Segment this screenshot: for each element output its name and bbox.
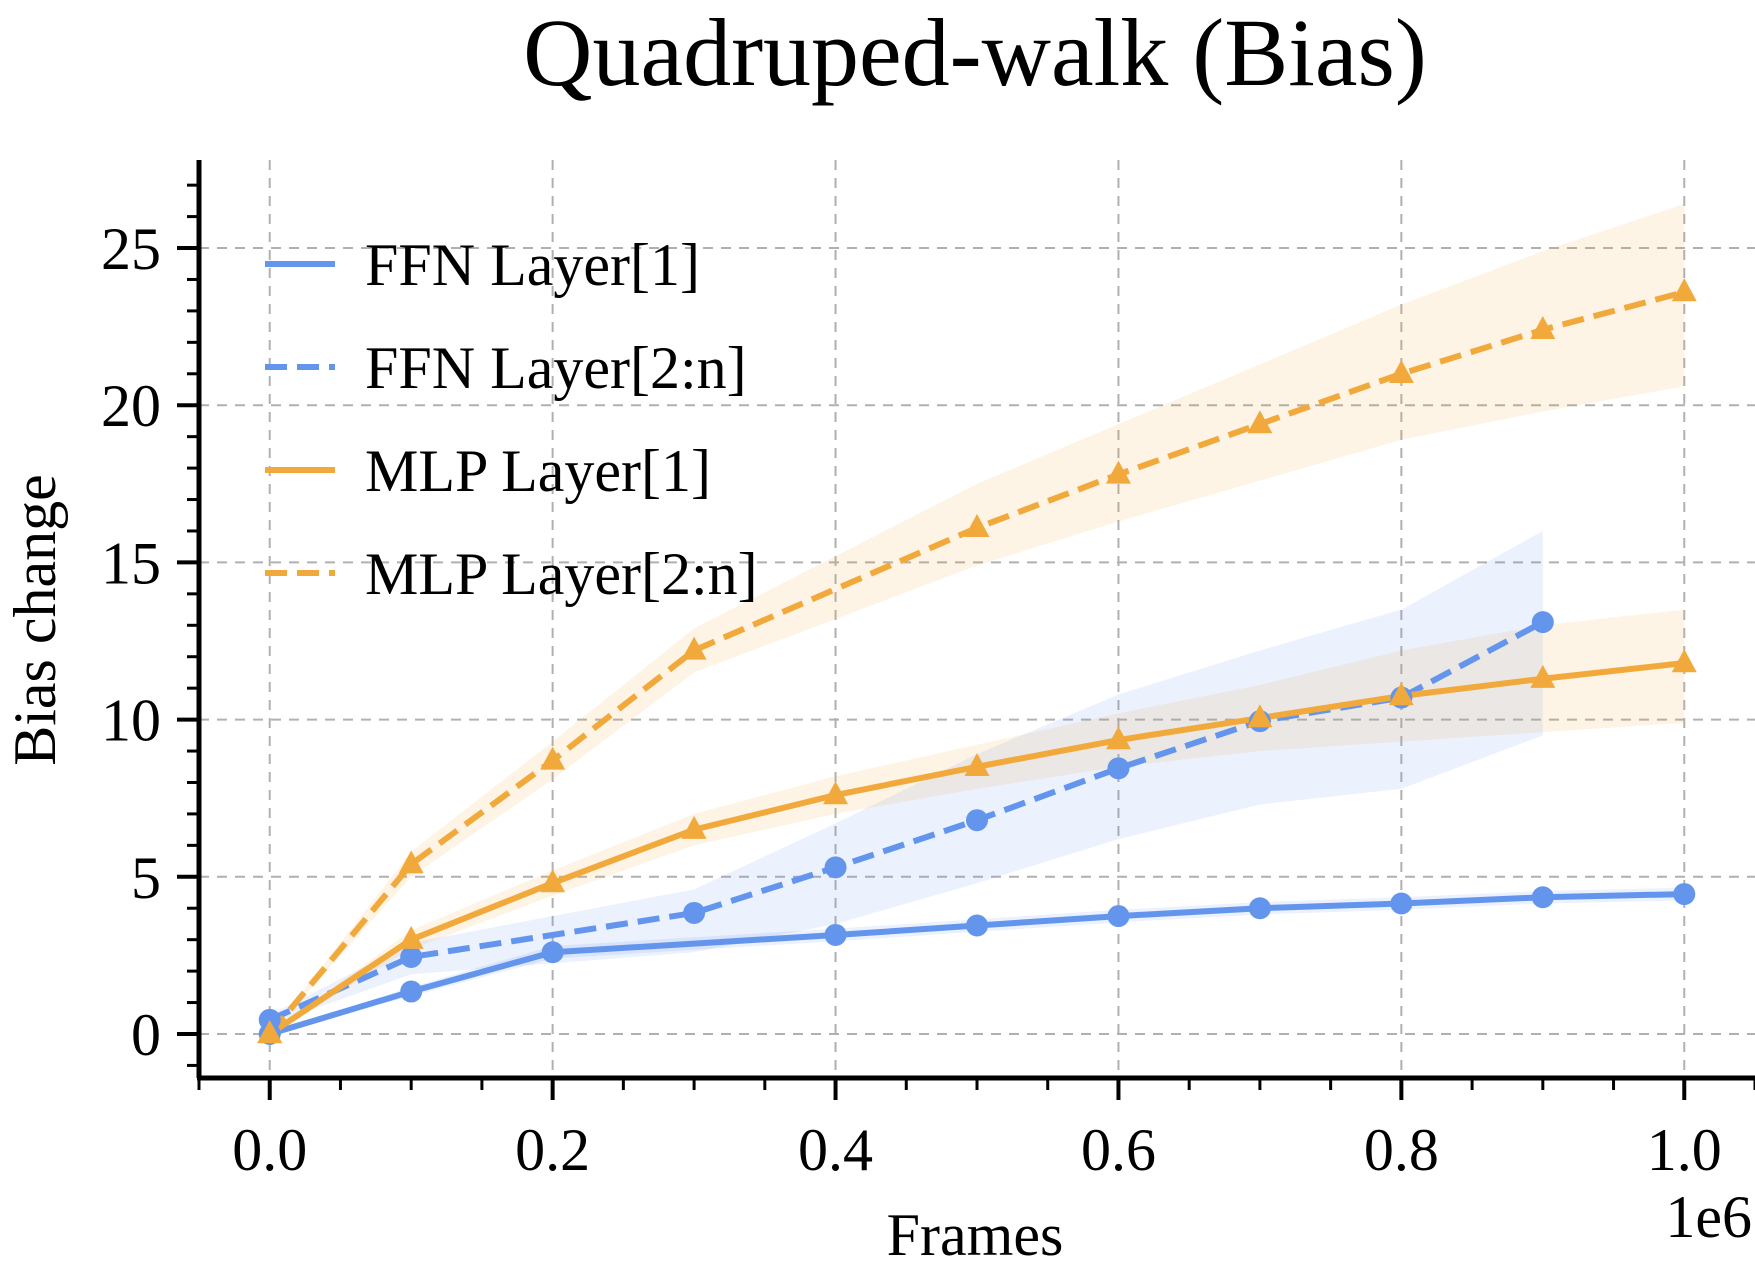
- data-point: [540, 746, 566, 770]
- data-point: [1530, 664, 1556, 688]
- confidence-band: [269, 609, 1685, 1034]
- data-point: [540, 869, 566, 893]
- data-point: [1107, 905, 1130, 928]
- y-tick-label: 20: [101, 373, 161, 439]
- data-point: [1107, 757, 1130, 780]
- legend-label: MLP Layer[2:n]: [365, 541, 758, 607]
- y-tick-label: 10: [101, 688, 161, 754]
- grid: [199, 160, 1755, 1078]
- data-point: [1673, 883, 1696, 906]
- data-point: [1105, 726, 1131, 750]
- data-point: [964, 514, 990, 538]
- series-markers: [257, 278, 1697, 1045]
- data-point: [1247, 704, 1273, 728]
- data-point: [398, 925, 424, 949]
- data-point: [400, 980, 423, 1003]
- confidence-band: [269, 530, 1543, 1025]
- data-point: [966, 809, 988, 832]
- data-point: [1390, 892, 1413, 915]
- x-tick-label: 0.4: [798, 1117, 873, 1183]
- y-tick-label: 15: [101, 530, 161, 596]
- data-point: [541, 941, 564, 964]
- data-point: [1388, 682, 1414, 706]
- data-point: [1388, 359, 1414, 383]
- series-line: [268, 891, 1685, 1037]
- data-point: [398, 850, 424, 874]
- x-tick-label: 0.6: [1081, 1117, 1156, 1183]
- data-point: [824, 923, 847, 946]
- x-axis-offset-label: 1e6: [1665, 1184, 1752, 1250]
- data-point: [1530, 315, 1556, 339]
- chart-title: Quadruped-walk (Bias): [523, 0, 1427, 106]
- confidence-band: [269, 204, 1685, 1034]
- data-point: [823, 781, 849, 805]
- data-point: [681, 815, 707, 839]
- legend: FFN Layer[1] FFN Layer[2:n] MLP Layer[1] ML…: [265, 232, 758, 607]
- data-point: [1671, 649, 1697, 673]
- data-point: [681, 636, 707, 660]
- data-point: [1531, 611, 1554, 634]
- y-tick-label: 5: [131, 845, 161, 911]
- data-point: [1247, 410, 1273, 434]
- data-point: [1105, 460, 1131, 484]
- legend-label: FFN Layer[2:n]: [365, 335, 747, 401]
- x-tick-label: 0.2: [515, 1117, 590, 1183]
- data-point: [1531, 886, 1554, 909]
- data-point: [1671, 278, 1697, 302]
- x-tick-label: 1.0: [1647, 1117, 1722, 1183]
- x-tick-label: 0.0: [232, 1117, 307, 1183]
- y-tick-label: 0: [131, 1002, 161, 1068]
- data-point: [258, 1008, 281, 1031]
- legend-label: FFN Layer[1]: [365, 232, 700, 298]
- y-axis-label: Bias change: [2, 474, 68, 766]
- data-point: [966, 914, 988, 937]
- data-point: [824, 856, 847, 879]
- data-point: [257, 1020, 283, 1044]
- series-line: [267, 289, 1686, 1036]
- axes: 0.0 0.2 0.4 0.6 0.8 1.0 0 5 10 15 20 25: [101, 160, 1755, 1183]
- data-point: [964, 752, 990, 776]
- data-point: [683, 901, 706, 924]
- y-tick-label: 25: [101, 216, 161, 282]
- x-axis-label: Frames: [887, 1202, 1064, 1268]
- data-point: [400, 945, 423, 968]
- x-tick-label: 0.8: [1364, 1117, 1439, 1183]
- legend-label: MLP Layer[1]: [365, 438, 711, 504]
- data-point: [1248, 897, 1271, 920]
